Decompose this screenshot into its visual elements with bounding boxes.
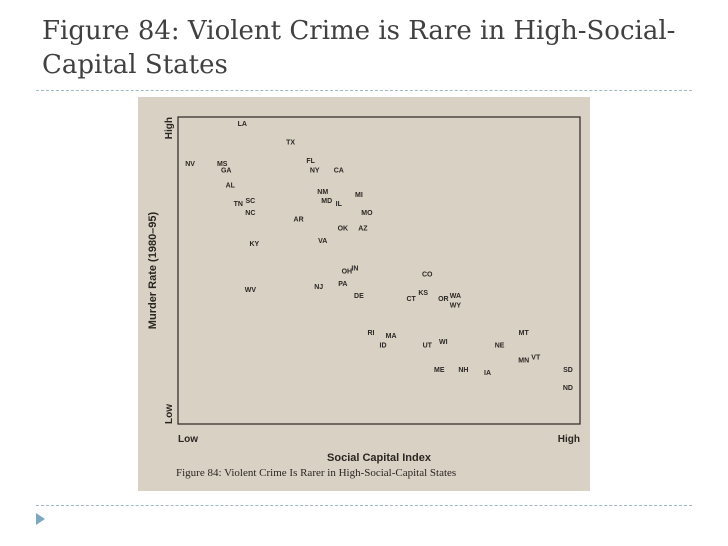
- point-label-wy: WY: [450, 302, 462, 309]
- point-label-de: DE: [354, 293, 364, 300]
- plot-frame: [177, 116, 581, 425]
- point-label-sd: SD: [563, 367, 573, 374]
- point-label-ut: UT: [423, 342, 433, 349]
- point-label-la: LA: [238, 121, 247, 128]
- point-label-nd: ND: [563, 385, 573, 392]
- point-label-ky: KY: [250, 241, 260, 248]
- x-axis-label: Social Capital Index: [327, 452, 432, 464]
- point-label-md: MD: [321, 198, 332, 205]
- point-label-sc: SC: [245, 198, 255, 205]
- point-label-ct: CT: [406, 296, 416, 303]
- figure-caption: Figure 84: Violent Crime Is Rarer in Hig…: [176, 467, 457, 479]
- footer-divider: [36, 505, 692, 506]
- scanned-figure: LA TX NV MS GA FL NY CA AL NM MI TN SC MD IL NC MO AR OK AZ…: [138, 97, 590, 491]
- point-label-vt: VT: [531, 355, 541, 362]
- point-label-il: IL: [336, 201, 343, 208]
- point-label-ma: MA: [386, 333, 397, 340]
- point-label-al: AL: [226, 183, 236, 190]
- x-axis-low-label: Low: [178, 434, 198, 445]
- y-axis-low-label: Low: [164, 404, 175, 424]
- point-label-fl: FL: [306, 158, 315, 165]
- point-label-mo: MO: [361, 210, 373, 217]
- point-label-ny: NY: [310, 167, 320, 174]
- point-label-wv: WV: [245, 287, 257, 294]
- point-label-in: IN: [351, 266, 358, 273]
- point-label-mt: MT: [519, 330, 530, 337]
- point-label-ri: RI: [367, 330, 374, 337]
- point-label-pa: PA: [338, 281, 347, 288]
- point-label-nc: NC: [245, 210, 255, 217]
- point-label-wa: WA: [450, 293, 461, 300]
- point-label-nm: NM: [317, 189, 328, 196]
- point-label-ms: MS: [217, 161, 228, 168]
- title-divider: [36, 90, 692, 91]
- x-axis-high-label: High: [558, 434, 580, 445]
- point-label-ok: OK: [338, 226, 349, 233]
- point-label-nv: NV: [185, 161, 195, 168]
- y-axis-high-label: High: [164, 117, 175, 139]
- point-label-tn: TN: [234, 201, 243, 208]
- point-label-va: VA: [318, 238, 327, 245]
- slide-title: Figure 84: Violent Crime is Rare in High…: [42, 16, 676, 80]
- point-label-oh: OH: [342, 269, 353, 276]
- point-label-nj: NJ: [314, 284, 323, 291]
- point-label-mi: MI: [355, 192, 363, 199]
- point-label-ar: AR: [294, 216, 304, 223]
- point-label-tx: TX: [286, 140, 295, 147]
- point-label-id: ID: [380, 342, 387, 349]
- point-label-ca: CA: [334, 167, 344, 174]
- point-label-me: ME: [434, 367, 445, 374]
- point-label-az: AZ: [358, 226, 368, 233]
- slide-bullet-icon: [36, 513, 45, 525]
- point-label-or: OR: [438, 296, 449, 303]
- point-label-ga: GA: [221, 167, 232, 174]
- point-label-nh: NH: [458, 367, 468, 374]
- point-label-mn: MN: [518, 358, 529, 365]
- point-label-co: CO: [422, 272, 433, 279]
- point-label-wi: WI: [439, 339, 448, 346]
- point-label-ia: IA: [484, 370, 491, 377]
- point-label-ks: KS: [418, 290, 428, 297]
- point-label-ne: NE: [495, 342, 505, 349]
- y-axis-label: Murder Rate (1980–95): [147, 211, 159, 329]
